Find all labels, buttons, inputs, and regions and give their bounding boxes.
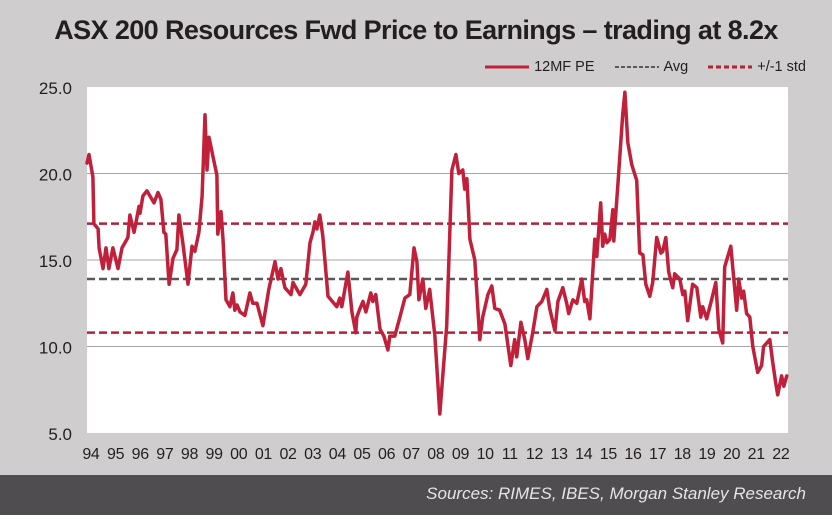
x-tick-label: 16 xyxy=(624,446,642,463)
x-tick-label: 11 xyxy=(502,446,518,463)
x-tick-label: 00 xyxy=(230,446,248,463)
x-tick-label: 05 xyxy=(353,446,371,463)
x-tick-label: 15 xyxy=(600,446,618,463)
y-axis: 5.0 10.0 15.0 20.0 25.0 xyxy=(39,79,72,444)
x-tick-label: 03 xyxy=(304,446,322,463)
x-tick-label: 10 xyxy=(477,446,495,463)
legend-item-avg: Avg xyxy=(614,59,689,75)
x-tick-label: 18 xyxy=(674,446,692,463)
x-tick-label: 98 xyxy=(181,446,199,463)
x-tick-label: 97 xyxy=(156,446,174,463)
x-tick-label: 22 xyxy=(772,446,790,463)
x-tick-label: 96 xyxy=(132,446,150,463)
x-tick-label: 07 xyxy=(403,446,421,463)
x-tick-label: 95 xyxy=(107,446,125,463)
legend: 12MF PE Avg +/-1 std xyxy=(465,59,806,75)
x-tick-label: 08 xyxy=(427,446,445,463)
y-tick-label: 20.0 xyxy=(39,166,72,185)
legend-label-avg: Avg xyxy=(663,59,689,75)
y-tick-label: 5.0 xyxy=(48,425,72,444)
legend-label-std: +/-1 std xyxy=(757,59,806,75)
x-tick-label: 99 xyxy=(206,446,224,463)
x-tick-label: 12 xyxy=(526,446,544,463)
y-tick-label: 10.0 xyxy=(39,339,72,358)
x-tick-label: 13 xyxy=(550,446,568,463)
y-tick-label: 25.0 xyxy=(39,79,72,98)
x-tick-label: 17 xyxy=(649,446,667,463)
solid-line-swatch-icon xyxy=(485,65,530,69)
x-tick-label: 20 xyxy=(723,446,741,463)
legend-item-12mf-pe: 12MF PE xyxy=(485,59,595,75)
x-tick-label: 21 xyxy=(748,446,766,463)
x-tick-label: 09 xyxy=(452,446,470,463)
series-layer xyxy=(85,90,789,416)
x-tick-label: 01 xyxy=(255,446,273,463)
reference-lines xyxy=(87,222,788,334)
chart-title: ASX 200 Resources Fwd Price to Earnings … xyxy=(54,15,778,45)
x-tick-label: 02 xyxy=(279,446,297,463)
line-chart: 5.0 10.0 15.0 20.0 25.0 94 95 96 97 98 99 00 01 02 03… xyxy=(39,79,790,463)
footer-bar: Sources: RIMES, IBES, Morgan Stanley Res… xyxy=(0,475,832,515)
x-tick-label: 14 xyxy=(575,446,593,463)
dashed-grey-line-swatch-icon xyxy=(614,66,659,68)
x-axis: 94 95 96 97 98 99 00 01 02 03 04 05 06 07 08 09 10 11 12 13… xyxy=(82,446,790,463)
dashed-red-line-swatch-icon xyxy=(708,65,753,69)
y-tick-label: 15.0 xyxy=(39,252,72,271)
x-tick-label: 04 xyxy=(329,446,347,463)
x-tick-label: 06 xyxy=(378,446,396,463)
legend-label-12mf-pe: 12MF PE xyxy=(534,59,595,75)
x-tick-label: 19 xyxy=(698,446,716,463)
x-tick-label: 94 xyxy=(82,446,100,463)
legend-item-std: +/-1 std xyxy=(708,59,806,75)
source-note: Sources: RIMES, IBES, Morgan Stanley Res… xyxy=(426,484,806,503)
